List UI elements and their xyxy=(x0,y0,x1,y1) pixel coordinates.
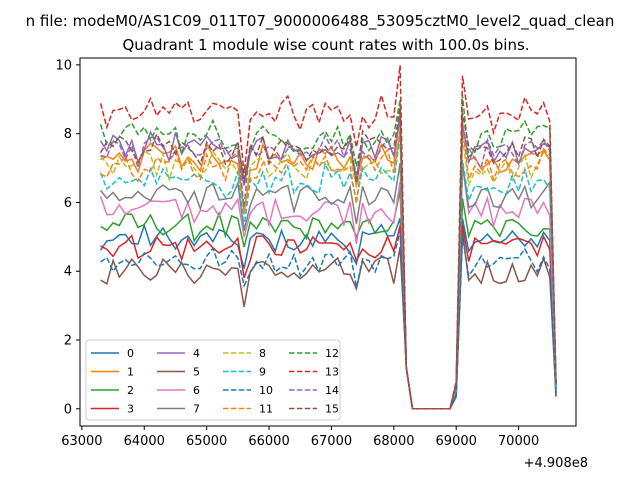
x-tick-label: 70000 xyxy=(498,434,539,449)
x-offset-label: +4.908e8 xyxy=(524,456,588,471)
chart-suptitle: n file: modeM0/AS1C09_011T07_9000006488_… xyxy=(26,12,615,31)
legend-label-15: 15 xyxy=(325,403,339,416)
series-line-13 xyxy=(99,65,557,410)
series-line-15 xyxy=(99,106,557,410)
series-line-10 xyxy=(100,231,557,410)
series-line-3 xyxy=(100,225,557,410)
legend-label-8: 8 xyxy=(259,347,266,360)
legend-label-5: 5 xyxy=(193,366,200,379)
legend-label-11: 11 xyxy=(259,403,273,416)
x-tick-label: 64000 xyxy=(124,434,165,449)
axes-frame xyxy=(79,57,577,427)
legend-label-13: 13 xyxy=(325,366,339,379)
series-line-8 xyxy=(100,127,557,410)
x-tick-label: 63000 xyxy=(61,434,102,449)
plot-area xyxy=(99,65,557,410)
series-line-6 xyxy=(99,164,557,410)
legend-label-14: 14 xyxy=(325,384,339,397)
legend-label-0: 0 xyxy=(127,347,134,360)
y-tick-label: 6 xyxy=(64,196,72,211)
legend-box xyxy=(85,339,341,421)
legend-label-6: 6 xyxy=(193,384,200,397)
series-line-11 xyxy=(100,125,557,410)
y-tick-label: 8 xyxy=(64,127,72,142)
legend-label-1: 1 xyxy=(127,366,134,379)
legend-label-3: 3 xyxy=(127,403,134,416)
y-tick-label: 4 xyxy=(64,265,72,280)
legend-label-10: 10 xyxy=(259,384,273,397)
legend-label-2: 2 xyxy=(127,384,134,397)
x-tick-label: 66000 xyxy=(248,434,289,449)
series-line-12 xyxy=(99,95,557,410)
y-tick-label: 2 xyxy=(64,334,72,349)
x-tick-label: 65000 xyxy=(186,434,227,449)
series-line-5 xyxy=(100,232,557,410)
x-tick-label: 69000 xyxy=(436,434,477,449)
series-line-7 xyxy=(100,162,557,410)
legend-label-4: 4 xyxy=(193,347,200,360)
series-line-2 xyxy=(100,190,557,410)
series-line-14 xyxy=(100,116,557,410)
x-tick-label: 68000 xyxy=(373,434,414,449)
axes: 63000 64000 65000 66000 67000 68000 69000 70000… xyxy=(55,57,577,449)
legend-label-12: 12 xyxy=(325,347,339,360)
y-tick-label: 10 xyxy=(55,58,72,73)
legend-label-7: 7 xyxy=(193,403,200,416)
chart-title: Quadrant 1 module wise count rates with … xyxy=(122,36,529,54)
x-tick-label: 67000 xyxy=(311,434,352,449)
legend-label-9: 9 xyxy=(259,366,266,379)
series-line-9 xyxy=(99,136,557,410)
y-tick-label: 0 xyxy=(64,402,72,417)
series-line-4 xyxy=(99,117,557,410)
